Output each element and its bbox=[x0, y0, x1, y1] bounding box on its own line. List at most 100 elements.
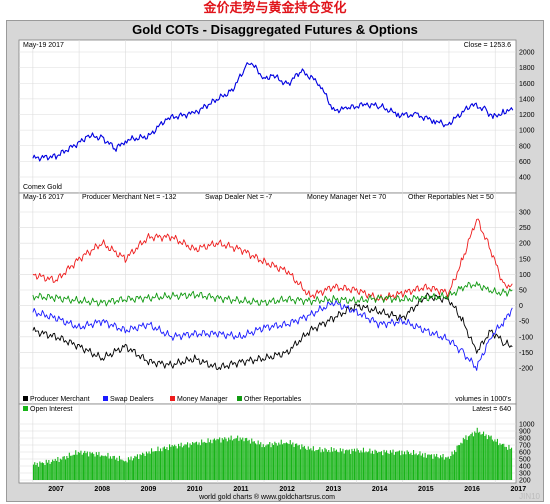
oi-bar bbox=[383, 449, 385, 480]
oi-bar bbox=[344, 450, 346, 480]
oi-bar bbox=[424, 452, 426, 480]
oi-bar bbox=[161, 451, 163, 480]
price-line bbox=[32, 62, 514, 162]
oi-bar bbox=[262, 444, 264, 480]
oi-bar bbox=[389, 450, 391, 480]
oi-bar bbox=[357, 450, 359, 480]
oi-bar bbox=[495, 441, 497, 480]
cot-panel bbox=[18, 192, 517, 405]
oi-bar bbox=[121, 459, 123, 480]
oi-bar bbox=[414, 454, 416, 480]
oi-bar bbox=[280, 439, 282, 480]
oi-bar bbox=[120, 459, 122, 480]
oi-bar bbox=[273, 445, 275, 480]
oi-bar bbox=[276, 445, 278, 480]
oi-bar bbox=[240, 439, 242, 480]
y-tick-label: 1200 bbox=[519, 112, 535, 119]
oi-bar bbox=[131, 460, 133, 480]
oi-bar bbox=[266, 444, 268, 480]
oi-bar bbox=[72, 454, 74, 480]
oi-bar bbox=[432, 458, 434, 480]
oi-bar bbox=[62, 456, 64, 480]
oi-bar bbox=[215, 440, 217, 480]
legend-label-producer: Producer Merchant bbox=[30, 396, 90, 403]
oi-bar bbox=[466, 439, 468, 480]
oi-bar bbox=[356, 448, 358, 480]
oi-bar bbox=[61, 459, 63, 480]
series-marks bbox=[32, 62, 514, 480]
oi-bar bbox=[158, 451, 160, 480]
oi-bar bbox=[460, 442, 462, 480]
oi-bar bbox=[91, 452, 93, 480]
oi-bar bbox=[242, 437, 244, 480]
oi-bar bbox=[160, 448, 162, 480]
oi-bar bbox=[32, 464, 34, 480]
oi-bar bbox=[207, 438, 209, 480]
oi-bar bbox=[205, 442, 207, 480]
oi-bar bbox=[113, 455, 115, 480]
oi-bar bbox=[261, 447, 263, 480]
oi-bar bbox=[478, 432, 480, 480]
oi-bar bbox=[315, 450, 317, 480]
oi-bar bbox=[475, 432, 477, 480]
oi-bar bbox=[58, 462, 60, 480]
oi-bar bbox=[106, 456, 108, 480]
oi-bar bbox=[337, 451, 339, 480]
oi-bar bbox=[332, 451, 334, 480]
oi-bar bbox=[84, 450, 86, 480]
x-tick-label: 2013 bbox=[326, 486, 342, 493]
oi-bar bbox=[501, 443, 503, 480]
oi-bar bbox=[216, 438, 218, 480]
oi-bar bbox=[124, 461, 126, 480]
oi-bar bbox=[341, 451, 343, 480]
oi-bar bbox=[300, 449, 302, 480]
oi-bar bbox=[301, 444, 303, 480]
price-series-label: Comex Gold bbox=[23, 184, 62, 191]
oi-bar bbox=[258, 444, 260, 480]
oi-bar bbox=[314, 451, 316, 480]
oi-bar bbox=[343, 453, 345, 480]
oi-bar bbox=[192, 442, 194, 480]
oi-bar bbox=[47, 462, 49, 480]
oi-bar bbox=[238, 440, 240, 480]
oi-bar bbox=[423, 457, 425, 480]
y-tick-label: 1400 bbox=[519, 96, 535, 103]
oi-bar bbox=[224, 437, 226, 480]
oi-bar bbox=[144, 456, 146, 480]
oi-bar bbox=[388, 453, 390, 480]
oi-bar bbox=[361, 452, 363, 480]
cot-date-label: May-16 2017 bbox=[23, 194, 64, 201]
oi-bar bbox=[464, 439, 466, 480]
oi-bar bbox=[203, 441, 205, 480]
oi-bar bbox=[246, 437, 248, 480]
oi-bar bbox=[248, 439, 250, 480]
oi-bar bbox=[90, 453, 92, 480]
oi-bar bbox=[115, 459, 117, 480]
x-tick-label: 2007 bbox=[48, 486, 64, 493]
oi-bar bbox=[166, 447, 168, 480]
oi-bar bbox=[149, 453, 151, 480]
oi-bar bbox=[271, 443, 273, 480]
y-tick-label: -200 bbox=[519, 366, 533, 373]
oi-bar bbox=[116, 457, 118, 480]
oi-bar bbox=[398, 450, 400, 480]
y-tick-label: 250 bbox=[519, 225, 531, 232]
oi-bar bbox=[494, 439, 496, 480]
oi-bar bbox=[479, 431, 481, 480]
oi-bar bbox=[508, 444, 510, 480]
oi-bar bbox=[93, 453, 95, 480]
oi-bar bbox=[454, 450, 456, 480]
oi-bar bbox=[252, 441, 254, 480]
axis-ticks: 2007 2008 2009 2010 2011 2012 2013 2014 2015 2016… bbox=[48, 50, 534, 494]
oi-bar bbox=[434, 456, 436, 480]
oi-bar bbox=[441, 457, 443, 480]
oi-bar bbox=[320, 452, 322, 480]
oi-bar bbox=[36, 462, 38, 480]
oi-bar bbox=[222, 439, 224, 480]
oi-bar bbox=[323, 451, 325, 480]
oi-bar bbox=[100, 455, 102, 480]
oi-bar bbox=[202, 442, 204, 480]
oi-bar bbox=[53, 461, 55, 480]
oi-bar bbox=[88, 456, 90, 480]
oi-bar bbox=[118, 455, 120, 480]
